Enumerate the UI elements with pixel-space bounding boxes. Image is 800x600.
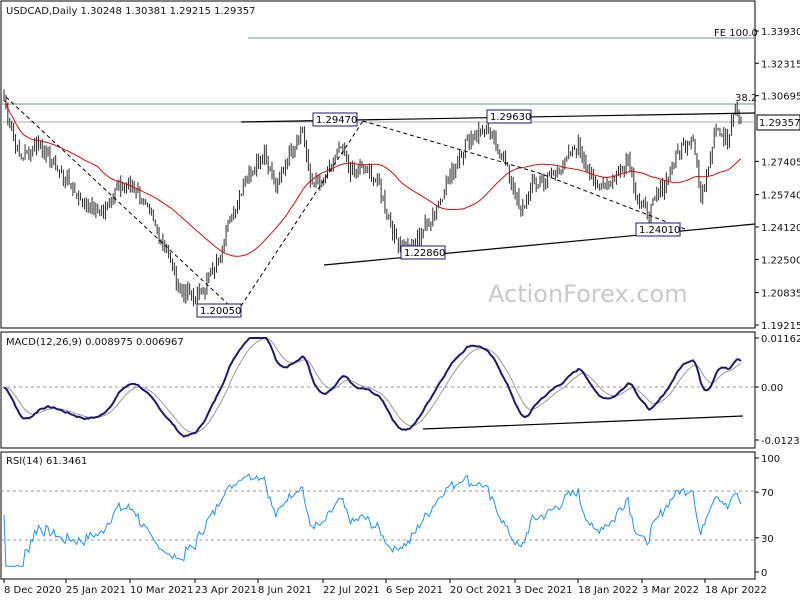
rsi-axis: 100 70 30 0 (755, 454, 780, 579)
price-annotations: 1.20050 1.29470 1.22860 1.29630 1.24010 (196, 109, 681, 318)
macd-signal-line (3, 337, 742, 434)
time-tick-label: 22 Jul 2021 (323, 585, 380, 596)
macd-label: MACD(12,26,9) 0.008975 0.006967 (6, 337, 184, 348)
time-tick-label: 3 Mar 2022 (642, 585, 699, 596)
annotation-label: 1.24010 (639, 225, 680, 236)
price-tick-label: 1.30695 (761, 92, 800, 103)
dashed-channel-3 (362, 120, 686, 230)
macd-line (3, 337, 742, 438)
price-tick-label: 1.33930 (761, 27, 800, 38)
time-tick-label: 8 Dec 2020 (4, 585, 62, 596)
rsi-tick-label: 100 (761, 454, 780, 465)
moving-average-line (3, 99, 742, 257)
price-axis: 1.33930 1.32315 1.30695 1.27405 1.25740 1.241… (755, 27, 800, 332)
annotation-box (196, 303, 242, 318)
annotation-label: 1.29630 (490, 112, 531, 123)
price-tick-label: 1.32315 (761, 59, 800, 70)
annotation-label: 1.22860 (404, 248, 445, 259)
price-tick-label: 1.25740 (761, 191, 800, 202)
time-tick-label: 23 Apr 2021 (195, 585, 257, 596)
time-tick-label: 25 Jan 2021 (66, 585, 126, 596)
macd-tick-label: -0.012348 (761, 436, 800, 447)
price-tick-label: 1.20835 (761, 289, 800, 300)
time-tick-label: 8 Jun 2021 (258, 585, 312, 596)
macd-tick-label: 0.00 (761, 383, 783, 394)
time-tick-label: 18 Jan 2022 (578, 585, 638, 596)
watermark: ActionForex.com (488, 280, 688, 308)
rsi-panel (0, 451, 756, 580)
macd-panel (0, 331, 756, 449)
time-tick-label: 18 Apr 2022 (705, 585, 767, 596)
time-tick-label: 6 Sep 2021 (386, 585, 443, 596)
chart-header: USDCAD,Daily 1.30248 1.30381 1.29215 1.2… (6, 6, 256, 17)
time-tick-label: 3 Dec 2021 (515, 585, 573, 596)
annotation-label: 1.20050 (200, 306, 241, 317)
annotation-label: 1.29470 (316, 115, 357, 126)
svg-text:1.29357: 1.29357 (759, 118, 800, 129)
candles (3, 89, 742, 307)
rsi-tick-label: 30 (761, 534, 774, 545)
macd-axis: 0.011629 0.00 -0.012348 (755, 334, 800, 447)
time-tick-label: 10 Mar 2021 (130, 585, 193, 596)
fib-382-label: 38.2 (735, 93, 757, 104)
price-tick-label: 1.22500 (761, 255, 800, 266)
lower-trendline (323, 223, 756, 266)
time-axis: 8 Dec 2020 25 Jan 2021 10 Mar 2021 23 Apr 2… (3, 579, 767, 596)
time-tick-label: 20 Oct 2021 (450, 585, 512, 596)
dashed-channel-2 (240, 120, 364, 307)
dashed-channel-1 (5, 96, 231, 307)
current-price-tag: 1.29357 (756, 114, 800, 131)
macd-trendline (422, 415, 744, 430)
price-tick-label: 1.24120 (761, 223, 800, 234)
fib-lines: FE 100.0 38.2 (1, 28, 758, 123)
price-tick-label: 1.19215 (761, 321, 800, 332)
rsi-line (3, 472, 742, 567)
annotation-box (635, 222, 681, 237)
fib-100-label: FE 100.0 (714, 28, 758, 39)
price-tick-label: 1.27405 (761, 157, 800, 168)
annotation-box (312, 112, 358, 127)
annotation-box (400, 245, 446, 260)
rsi-label: RSI(14) 61.3461 (6, 456, 87, 467)
rsi-tick-label: 70 (761, 488, 774, 499)
rsi-tick-label: 0 (761, 568, 767, 579)
macd-tick-label: 0.011629 (761, 334, 800, 345)
annotation-box (486, 109, 532, 124)
